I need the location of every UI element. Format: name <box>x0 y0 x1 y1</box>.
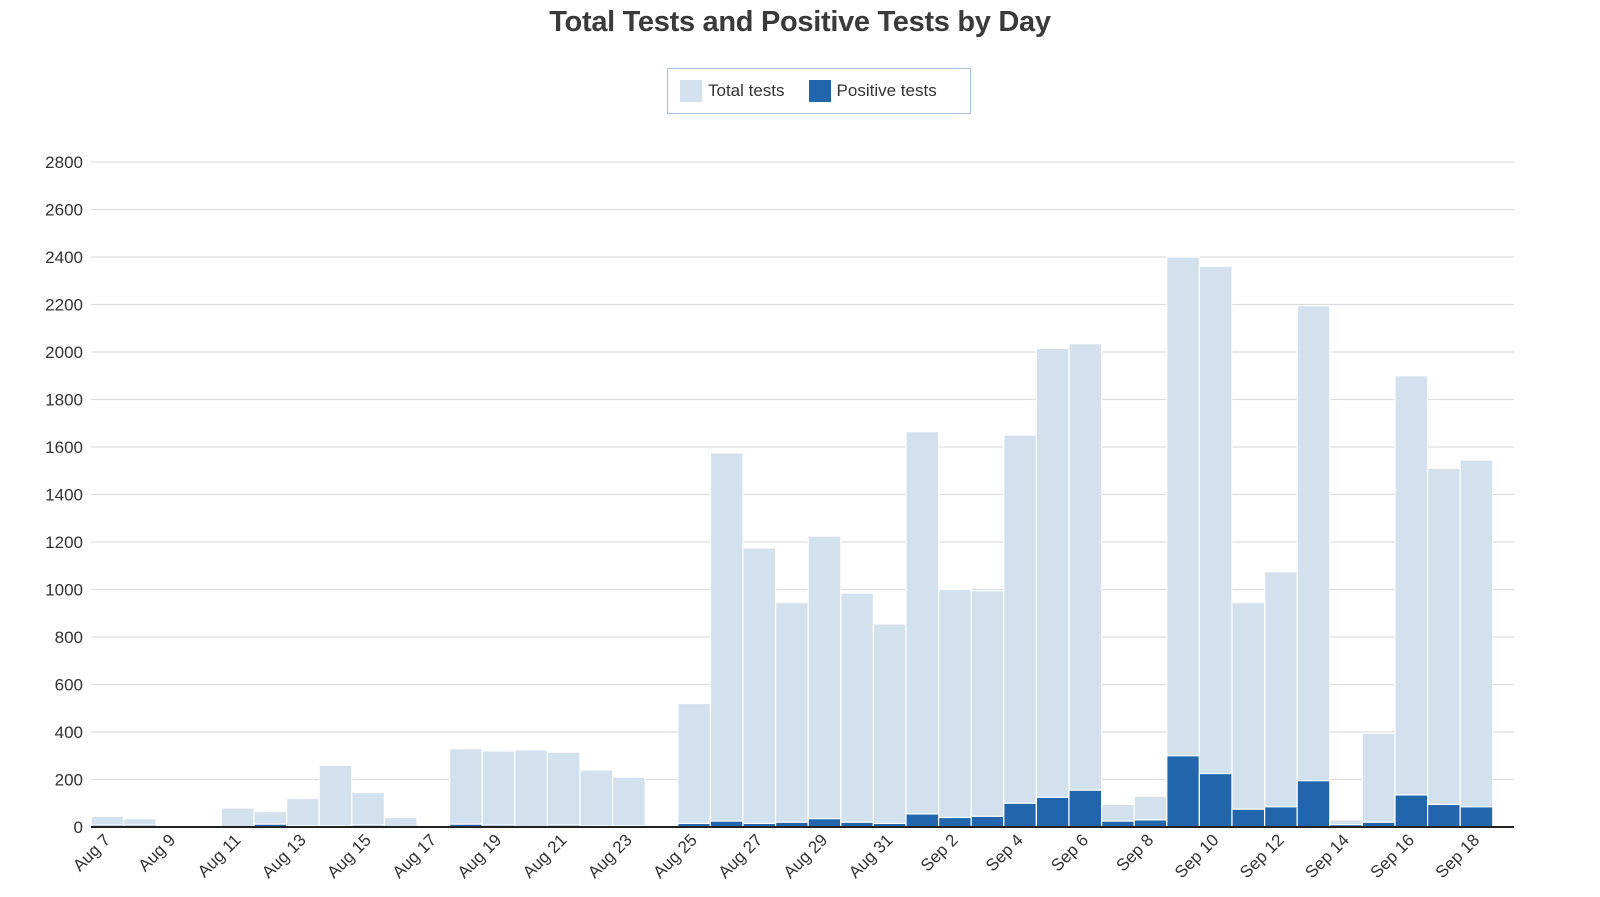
legend-entry-total[interactable]: Total tests <box>680 80 785 102</box>
bar-positive-tests[interactable] <box>1003 802 1037 828</box>
chart-legend: Total tests Positive tests <box>667 68 971 114</box>
x-tick-label: Aug 25 <box>649 830 701 882</box>
bar-total-tests[interactable] <box>1166 256 1201 828</box>
bar-total-tests[interactable] <box>905 430 940 828</box>
x-tick-label: Aug 21 <box>519 830 571 882</box>
y-tick-label: 0 <box>74 818 83 837</box>
x-tick-label: Sep 18 <box>1432 830 1484 882</box>
bar-total-tests[interactable] <box>677 702 711 828</box>
x-tick-label: Aug 23 <box>584 830 636 882</box>
chart-title: Total Tests and Positive Tests by Day <box>549 6 1051 38</box>
x-tick-label: Aug 19 <box>454 830 506 882</box>
x-tick-label: Sep 8 <box>1112 830 1157 875</box>
bar-positive-tests[interactable] <box>1394 794 1429 828</box>
bar-total-tests[interactable] <box>481 750 516 828</box>
y-tick-label: 2000 <box>45 343 83 362</box>
bar-total-tests[interactable] <box>1231 601 1266 828</box>
bar-total-tests[interactable] <box>1394 375 1429 828</box>
bar-total-tests[interactable] <box>220 807 255 828</box>
y-tick-label: 200 <box>55 771 83 790</box>
bar-total-tests[interactable] <box>351 791 385 828</box>
bar-total-tests[interactable] <box>1296 305 1331 828</box>
bar-total-tests[interactable] <box>383 816 418 828</box>
bar-positive-tests[interactable] <box>1166 755 1201 828</box>
x-tick-label: Sep 4 <box>982 830 1027 875</box>
y-tick-label: 1000 <box>45 581 83 600</box>
x-tick-label: Sep 16 <box>1367 830 1419 882</box>
bar-positive-tests[interactable] <box>937 816 972 828</box>
y-tick-label: 2600 <box>45 201 83 220</box>
y-tick-label: 2200 <box>45 296 83 315</box>
y-tick-label: 1400 <box>45 486 83 505</box>
y-tick-label: 1800 <box>45 391 83 410</box>
bar-total-tests[interactable] <box>1068 343 1103 828</box>
bar-positive-tests[interactable] <box>970 815 1005 828</box>
bar-total-tests[interactable] <box>1361 732 1396 828</box>
x-tick-label: Sep 10 <box>1171 830 1223 882</box>
x-tick-label: Aug 11 <box>194 830 245 881</box>
bar-positive-tests[interactable] <box>1133 819 1168 828</box>
bar-total-tests[interactable] <box>807 535 842 828</box>
bar-total-tests[interactable] <box>840 592 874 828</box>
bar-total-tests[interactable] <box>1263 571 1298 828</box>
legend-swatch-total <box>680 80 702 102</box>
bar-positive-tests[interactable] <box>1426 803 1461 828</box>
bar-total-tests[interactable] <box>286 797 320 828</box>
bar-total-tests[interactable] <box>611 776 646 828</box>
x-tick-label: Aug 15 <box>323 830 375 882</box>
bar-total-tests[interactable] <box>1426 467 1461 828</box>
x-tick-label: Aug 27 <box>715 830 767 882</box>
x-tick-label: Aug 9 <box>134 830 179 875</box>
x-tick-label: Sep 2 <box>917 830 962 875</box>
bar-positive-tests[interactable] <box>1035 796 1070 828</box>
bar-positive-tests[interactable] <box>1231 808 1266 828</box>
y-tick-label: 1600 <box>45 438 83 457</box>
x-tick-label: Aug 29 <box>780 830 832 882</box>
y-axis: 0 200 400 600 800 1000 1200 1400 1600 1800 2000 220… <box>45 153 83 837</box>
bar-total-tests[interactable] <box>1198 265 1233 828</box>
legend-swatch-positive <box>808 80 831 102</box>
bar-total-tests[interactable] <box>970 590 1005 828</box>
bar-total-tests[interactable] <box>579 769 614 828</box>
bar-total-tests[interactable] <box>318 764 353 828</box>
bar-positive-tests[interactable] <box>1263 806 1298 828</box>
bar-positive-tests[interactable] <box>807 818 842 828</box>
bar-total-tests[interactable] <box>872 623 907 828</box>
bar-total-tests[interactable] <box>709 452 744 828</box>
y-tick-label: 800 <box>55 628 83 647</box>
x-tick-label: Sep 6 <box>1047 830 1092 875</box>
bar-total-tests[interactable] <box>774 601 809 828</box>
bar-total-tests[interactable] <box>937 588 972 828</box>
bar-total-tests[interactable] <box>1035 347 1070 828</box>
x-axis: Aug 7 Aug 9 Aug 11 Aug 13 Aug 15 Aug 17 Aug 19… <box>69 826 1514 882</box>
bar-total-tests[interactable] <box>1003 434 1037 828</box>
bar-total-tests[interactable] <box>514 749 548 828</box>
x-tick-label: Aug 31 <box>845 830 897 882</box>
x-tick-label: Sep 12 <box>1236 830 1288 882</box>
bar-positive-tests[interactable] <box>1068 789 1103 828</box>
y-tick-label: 600 <box>55 676 83 695</box>
x-tick-label: Aug 17 <box>389 830 441 882</box>
legend-label-positive: Positive tests <box>836 81 937 100</box>
bar-total-tests[interactable] <box>546 751 581 828</box>
legend-entry-positive[interactable]: Positive tests <box>808 80 937 102</box>
bar-total-tests[interactable] <box>449 748 483 828</box>
y-tick-label: 1200 <box>45 533 83 552</box>
bar-positive-tests[interactable] <box>905 813 940 828</box>
x-tick-label: Sep 14 <box>1301 830 1353 882</box>
bar-positive-tests[interactable] <box>1296 780 1331 828</box>
legend-label-total: Total tests <box>708 81 785 100</box>
bar-positive-tests[interactable] <box>1459 806 1494 828</box>
y-tick-label: 400 <box>55 723 83 742</box>
bar-total-tests[interactable] <box>1459 459 1494 828</box>
x-tick-label: Aug 13 <box>258 830 310 882</box>
bar-positive-tests[interactable] <box>1198 772 1233 828</box>
y-tick-label: 2400 <box>45 248 83 267</box>
y-tick-label: 2800 <box>45 153 83 172</box>
bar-total-tests[interactable] <box>742 547 777 828</box>
x-tick-label: Aug 7 <box>69 830 114 875</box>
